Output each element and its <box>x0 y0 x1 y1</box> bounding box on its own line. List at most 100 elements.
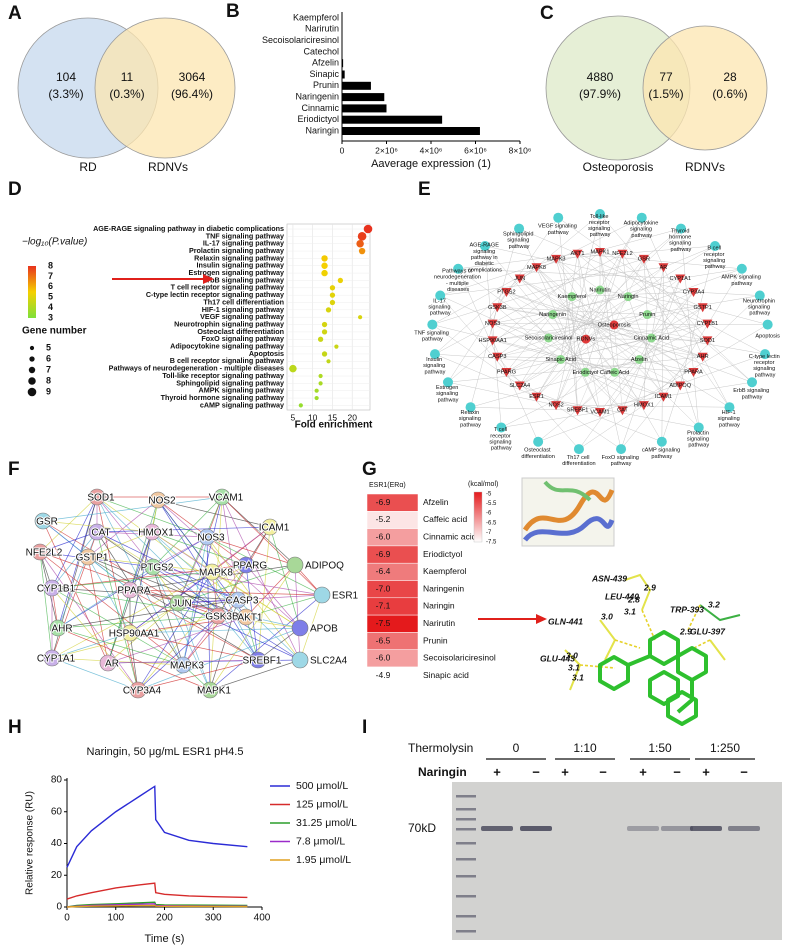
node-label: PTGS2 <box>141 563 174 574</box>
edge <box>129 616 247 634</box>
dot <box>329 285 336 291</box>
protein-node <box>43 649 61 667</box>
heat-cell <box>366 493 419 512</box>
panel-letter: H <box>8 717 22 738</box>
edge <box>497 268 742 357</box>
pathway-label: HIF-1 signaling pathway <box>202 305 284 314</box>
edge <box>107 589 131 664</box>
edge <box>434 353 694 373</box>
region-count: 28 <box>723 70 737 84</box>
compound-label: Naringenin <box>423 583 464 593</box>
edge <box>484 245 694 293</box>
gene-node <box>514 381 525 391</box>
gene-node <box>638 254 649 264</box>
edge <box>206 536 211 691</box>
edge <box>152 536 208 568</box>
node-label: CYP3A4 <box>683 289 704 295</box>
venn-circle <box>94 17 236 159</box>
dot <box>321 262 328 269</box>
edge <box>538 410 623 442</box>
edge <box>206 536 296 566</box>
node-label: SREBF1 <box>243 656 282 667</box>
colorbar-tick: 6 <box>48 281 53 291</box>
protein-node <box>229 591 247 609</box>
compound-label: Cinnamic acid <box>423 532 477 542</box>
bar <box>342 70 345 79</box>
size-key <box>27 387 37 397</box>
heat-cell <box>366 632 419 650</box>
node-label: Osteoporosis <box>598 322 631 328</box>
label-line: signaling <box>687 437 711 443</box>
legend-label: 125 μmol/L <box>296 798 348 810</box>
dot <box>321 321 328 328</box>
edge <box>96 496 154 568</box>
pathway-label: Relaxin signaling pathway <box>194 253 284 262</box>
region-percent: (3.3%) <box>48 87 83 101</box>
node-label: Naringenin <box>539 312 566 318</box>
edge <box>484 245 623 411</box>
size-key <box>29 345 35 351</box>
edge <box>137 564 247 691</box>
gene-node <box>595 408 605 417</box>
edge <box>137 615 219 691</box>
category-label: Narirutin <box>305 24 339 34</box>
edge <box>492 323 586 373</box>
node-label: PTGS2 <box>497 289 515 295</box>
distance-label: 3.2 <box>708 599 720 609</box>
cell-value: -6.9 <box>376 549 391 559</box>
label-line: IL-17 <box>433 299 447 305</box>
label-line: Th17 cell <box>567 455 591 461</box>
node-label: C-type lectin receptor signaling pathway <box>749 354 782 378</box>
label-line: signaling <box>473 249 497 255</box>
node-label: NOS3 <box>485 321 500 327</box>
dot <box>357 232 367 241</box>
edge <box>680 268 742 279</box>
dot <box>321 351 328 357</box>
gene-node <box>572 406 583 416</box>
edge <box>57 599 239 629</box>
node-label: Sinapic Acid <box>545 357 575 363</box>
edge <box>639 278 681 360</box>
edge <box>571 296 694 373</box>
network-node <box>760 349 771 360</box>
label-line: pathway <box>671 247 692 253</box>
edge <box>599 213 708 341</box>
node-label: MAPK8 <box>199 568 233 579</box>
compound-label: Naringin <box>423 601 455 611</box>
label-line: pathway <box>548 230 569 236</box>
size-label: 8 <box>46 375 51 385</box>
node-label: Naringin <box>618 294 639 300</box>
colorbar-tick: -6 <box>486 511 492 517</box>
dot <box>317 336 324 342</box>
label-line: Relaxin <box>460 411 480 417</box>
label-line: FoxO signaling <box>602 455 641 461</box>
region-percent: (0.6%) <box>712 87 747 101</box>
label-line: pathway <box>438 398 459 404</box>
protein-node <box>144 558 162 576</box>
edge <box>221 496 296 566</box>
edge <box>536 267 573 297</box>
label-line: diseases <box>447 287 469 293</box>
size-key <box>28 377 36 385</box>
dot <box>298 403 303 408</box>
x-tick-label: 20 <box>347 412 357 422</box>
node-label: MAPK8 <box>527 265 546 271</box>
label-line: cAMP signaling <box>642 448 682 454</box>
edge <box>519 278 553 315</box>
region-percent: (1.5%) <box>648 87 683 101</box>
label-line: pathway <box>491 446 512 452</box>
ladder-band <box>456 930 476 933</box>
label-line: signaling <box>588 227 612 233</box>
label-line: pathway <box>651 454 672 460</box>
edge <box>622 217 642 254</box>
edge <box>628 296 708 324</box>
network-node <box>623 292 633 302</box>
residue <box>624 573 652 611</box>
network-node <box>514 223 525 234</box>
node-label: Osteoclast differentiation <box>521 448 554 460</box>
node-label: HMOX1 <box>634 403 654 409</box>
pathway-label: Th17 cell differentiation <box>203 297 284 306</box>
label-line: pathway <box>590 233 611 239</box>
node-label: MAPK3 <box>170 661 204 672</box>
colorbar-tick: 7 <box>48 271 53 281</box>
